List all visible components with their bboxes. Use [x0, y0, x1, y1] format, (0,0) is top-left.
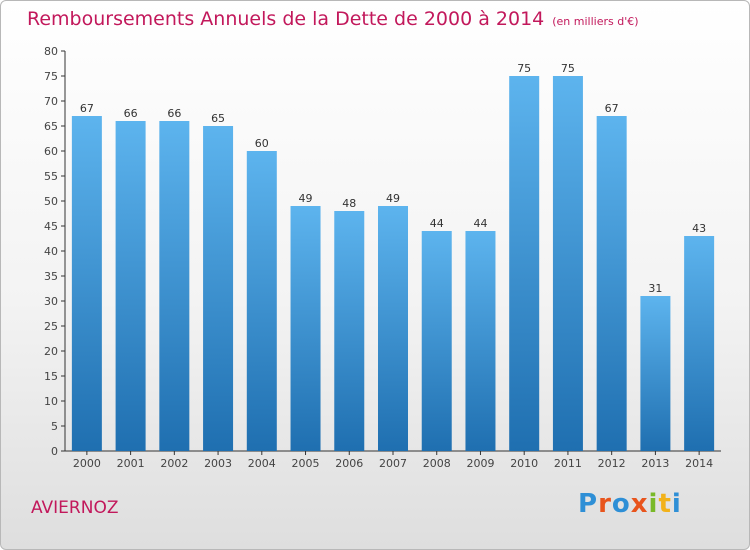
x-tick-label: 2003 [204, 457, 232, 470]
x-tick-label: 2013 [641, 457, 669, 470]
x-tick-label: 2008 [423, 457, 451, 470]
bar-value-label: 75 [517, 62, 531, 75]
y-tick-label: 55 [44, 170, 58, 183]
bars: 67 66 66 65 60 49 48 49 44 44 75 75 67 31 43 [71, 62, 715, 451]
x-tick-label: 2009 [466, 457, 494, 470]
y-tick-label: 80 [44, 45, 58, 58]
bar-value-label: 44 [430, 217, 444, 230]
bar-value-label: 44 [473, 217, 487, 230]
chart-unit: (en milliers d'€) [552, 15, 639, 28]
bar [378, 206, 408, 451]
y-tick-label: 0 [51, 445, 58, 458]
y-tick-label: 20 [44, 345, 58, 358]
bar [552, 76, 583, 451]
x-tick-label: 2005 [292, 457, 320, 470]
x-tick-label: 2011 [554, 457, 582, 470]
bar-value-label: 49 [299, 192, 313, 205]
bar [596, 116, 627, 451]
x-tick-label: 2007 [379, 457, 407, 470]
logo-letter: i [671, 489, 682, 519]
x-tick-label: 2001 [117, 457, 145, 470]
bar [203, 126, 234, 451]
y-tick-label: 5 [51, 420, 58, 433]
bar [115, 121, 146, 451]
bar-value-label: 49 [386, 192, 400, 205]
bar-value-label: 67 [80, 102, 94, 115]
logo-letter: x [630, 489, 649, 519]
x-axis: 2000 2001 2002 2003 2004 2005 2006 2007 2008 2009… [65, 450, 721, 470]
x-tick-label: 2004 [248, 457, 276, 470]
x-tick-label: 2010 [510, 457, 538, 470]
y-tick-label: 15 [44, 370, 58, 383]
x-tick-label: 2006 [335, 457, 363, 470]
x-tick-label: 2012 [598, 457, 626, 470]
y-tick-label: 45 [44, 220, 58, 233]
y-tick-label: 75 [44, 70, 58, 83]
y-tick-label: 25 [44, 320, 58, 333]
bar-value-label: 60 [255, 137, 269, 150]
bar [421, 231, 452, 451]
bar [509, 76, 540, 451]
y-tick-label: 60 [44, 145, 58, 158]
logo-letter: P [578, 489, 599, 519]
x-tick-label: 2000 [73, 457, 101, 470]
bar-value-label: 66 [124, 107, 138, 120]
bar-value-label: 67 [605, 102, 619, 115]
chart-title-text: Remboursements Annuels de la Dette de 20… [27, 8, 545, 30]
bar-value-label: 43 [692, 222, 706, 235]
y-tick-label: 70 [44, 95, 58, 108]
logo-letter: r [598, 489, 612, 519]
bar-value-label: 75 [561, 62, 575, 75]
logo-letter: i [648, 489, 659, 519]
y-tick-label: 65 [44, 120, 58, 133]
y-tick-label: 40 [44, 245, 58, 258]
bar [334, 211, 365, 451]
x-tick-label: 2002 [160, 457, 188, 470]
bar [640, 296, 671, 451]
bar-value-label: 66 [167, 107, 181, 120]
x-tick-label: 2014 [685, 457, 713, 470]
y-tick-label: 35 [44, 270, 58, 283]
y-tick-label: 30 [44, 295, 58, 308]
bar [71, 116, 102, 451]
chart-title: Remboursements Annuels de la Dette de 20… [27, 8, 639, 30]
bar [684, 236, 715, 451]
bar-value-label: 31 [648, 282, 662, 295]
commune-name: AVIERNOZ [31, 498, 119, 518]
bar [246, 151, 277, 451]
bar [159, 121, 190, 451]
logo-letter: o [611, 489, 631, 519]
proxiti-logo: Proxiti [578, 489, 682, 519]
y-tick-label: 50 [44, 195, 58, 208]
bar [290, 206, 321, 451]
y-tick-label: 10 [44, 395, 58, 408]
bar-value-label: 48 [342, 197, 356, 210]
logo-letter: t [658, 489, 672, 519]
y-axis: 0 5 10 15 20 25 30 35 40 45 50 55 60 65 70 75 80 [44, 45, 66, 458]
bar-value-label: 65 [211, 112, 225, 125]
bar [465, 231, 496, 451]
